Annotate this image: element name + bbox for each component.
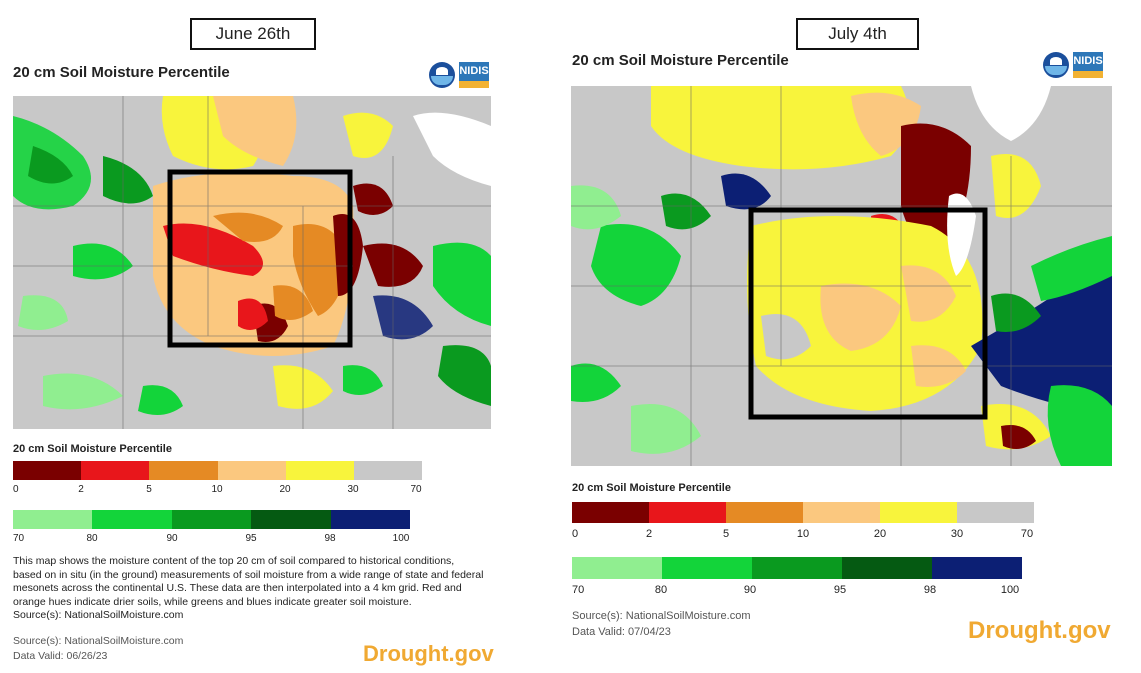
highlight-box-july	[748, 207, 988, 420]
legend-swatch-70-80	[572, 557, 662, 579]
legend-swatch-10-20	[217, 461, 286, 480]
noaa-logo-icon	[1043, 52, 1069, 78]
legend-swatch-2-5	[649, 502, 726, 523]
source-left: Source(s): NationalSoilMoisture.com	[13, 635, 184, 647]
tick-label: 80	[654, 584, 668, 596]
legend-swatch-20-30	[880, 502, 957, 523]
legend-title-left: 20 cm Soil Moisture Percentile	[13, 443, 172, 455]
legend-swatch-0-2	[13, 461, 82, 480]
soil-moisture-map-july	[571, 86, 1112, 466]
tick-label: 10	[796, 528, 810, 540]
tick-label: 70	[572, 584, 585, 596]
tick-label: 5	[722, 528, 730, 540]
legend-swatch-5-10	[149, 461, 218, 480]
tick-label: 100	[1000, 584, 1020, 596]
legend-swatch-95-98	[251, 510, 331, 529]
legend-swatch-98-100	[932, 557, 1022, 579]
legend-swatch-0-2	[572, 502, 649, 523]
legend-swatch-80-90	[92, 510, 172, 529]
tick-label: 70	[13, 533, 25, 544]
tick-label: 90	[743, 584, 757, 596]
source-inline: Source(s): NationalSoilMoisture.com	[13, 609, 184, 621]
drought-gov-brand-left: Drought.gov	[363, 641, 494, 666]
logos-right: NIDIS	[1043, 52, 1103, 78]
tick-label: 70	[410, 484, 422, 495]
tick-label: 80	[86, 533, 98, 544]
tick-label: 95	[833, 584, 847, 596]
map-title-right: 20 cm Soil Moisture Percentile	[572, 52, 789, 69]
tick-label: 90	[166, 533, 178, 544]
map-title-left: 20 cm Soil Moisture Percentile	[13, 64, 230, 81]
wet-legend-ticks-right: 70 80 90 95 98 100	[572, 584, 1022, 598]
legend-title-right: 20 cm Soil Moisture Percentile	[572, 482, 731, 494]
tick-label: 70	[1020, 528, 1034, 540]
wet-legend-bar-left	[13, 510, 411, 529]
dry-legend-ticks-right: 0 2 5 10 20 30 70	[572, 528, 1034, 542]
tick-label: 20	[279, 484, 291, 495]
nidis-logo: NIDIS	[459, 62, 489, 88]
logos-left: NIDIS	[429, 62, 489, 88]
tick-label: 98	[923, 584, 937, 596]
date-label-july: July 4th	[796, 18, 919, 50]
dry-legend-bar-right	[572, 502, 1034, 523]
map-description: This map shows the moisture content of t…	[13, 555, 484, 621]
legend-swatch-20-30	[285, 461, 354, 480]
legend-swatch-80-90	[662, 557, 752, 579]
tick-label: 30	[950, 528, 964, 540]
tick-label: 98	[324, 533, 336, 544]
legend-swatch-30-70	[957, 502, 1034, 523]
tick-label: 30	[347, 484, 359, 495]
wet-legend-bar-right	[572, 557, 1022, 579]
legend-swatch-90-95	[171, 510, 252, 529]
highlight-box-june	[167, 169, 353, 348]
wet-legend-ticks-left: 70 80 90 95 98 100	[13, 533, 410, 547]
tick-label: 2	[78, 484, 84, 495]
tick-label: 5	[146, 484, 152, 495]
legend-swatch-70-80	[13, 510, 93, 529]
dry-legend-bar-left	[13, 461, 423, 480]
legend-swatch-98-100	[330, 510, 411, 529]
legend-swatch-10-20	[803, 502, 880, 523]
noaa-logo-icon	[429, 62, 455, 88]
legend-swatch-2-5	[81, 461, 150, 480]
dry-legend-ticks-left: 0 2 5 10 20 30 70	[13, 484, 422, 498]
data-valid-left: Data Valid: 06/26/23	[13, 650, 108, 662]
tick-label: 0	[13, 484, 19, 495]
source-right: Source(s): NationalSoilMoisture.com	[572, 610, 751, 622]
soil-moisture-map-june	[13, 96, 491, 429]
legend-swatch-30-70	[353, 461, 423, 480]
drought-gov-brand-right: Drought.gov	[968, 617, 1111, 644]
tick-label: 2	[645, 528, 653, 540]
tick-label: 100	[392, 533, 410, 544]
tick-label: 10	[211, 484, 223, 495]
legend-swatch-95-98	[842, 557, 932, 579]
nidis-logo: NIDIS	[1073, 52, 1103, 78]
data-valid-right: Data Valid: 07/04/23	[572, 626, 671, 638]
legend-swatch-90-95	[752, 557, 842, 579]
date-label-june: June 26th	[190, 18, 316, 50]
legend-swatch-5-10	[726, 502, 803, 523]
tick-label: 0	[572, 528, 579, 540]
tick-label: 20	[873, 528, 887, 540]
tick-label: 95	[245, 533, 257, 544]
